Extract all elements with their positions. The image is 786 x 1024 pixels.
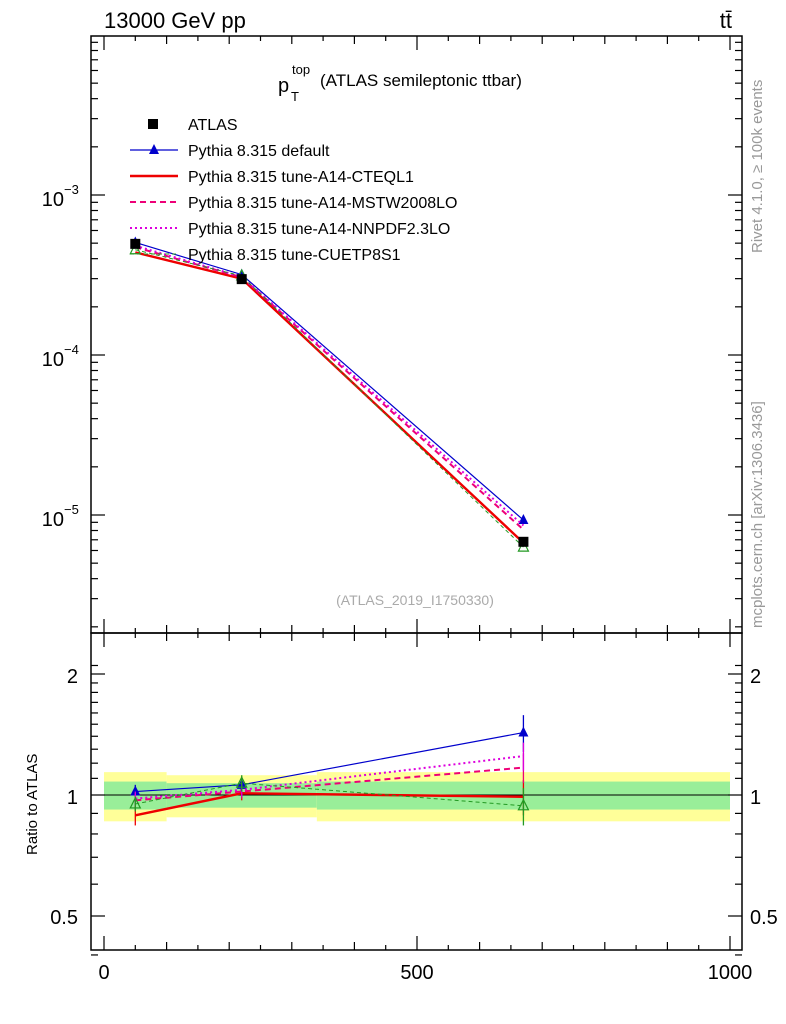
legend-label-0: Pythia 8.315 default <box>188 143 330 160</box>
main-y-tick-label-1e-3: 10 −3 <box>42 182 79 211</box>
legend-label-1: Pythia 8.315 tune-A14-CTEQL1 <box>188 169 414 186</box>
ratio-tick-label-0-5: 0.5 <box>50 907 78 929</box>
x-tick-label-500: 500 <box>400 962 433 984</box>
energy-label: 13000 GeV pp <box>104 8 246 33</box>
ratio-tick-label-1: 1 <box>67 787 78 809</box>
ratio-tick-label-0-5-right: 0.5 <box>750 907 778 929</box>
ratio-marker-0-2 <box>518 726 529 737</box>
rivet-label: Rivet 4.1.0, ≥ 100k events <box>749 80 766 253</box>
svg-text:T: T <box>291 89 299 104</box>
ratio-tick-label-2: 2 <box>67 666 78 688</box>
legend-label-atlas: ATLAS <box>188 117 238 134</box>
ratio-marker-0-0 <box>130 785 141 796</box>
axis-ticks <box>91 36 742 956</box>
legend-label-4: Pythia 8.315 tune-CUETP8S1 <box>188 247 401 264</box>
main-series <box>129 236 530 552</box>
ratio-tick-label-1-right: 1 <box>750 787 761 809</box>
svg-text:10: 10 <box>42 509 64 531</box>
main-line-1 <box>135 251 525 544</box>
data-point-0 <box>130 238 141 249</box>
legend-marker-atlas <box>148 119 158 129</box>
legend-label-2: Pythia 8.315 tune-A14-MSTW2008LO <box>188 195 457 212</box>
svg-text:10: 10 <box>42 349 64 371</box>
x-tick-label-1000: 1000 <box>708 962 753 984</box>
svg-text:top: top <box>292 62 310 77</box>
mcplots-label: mcplots.cern.ch [arXiv:1306.3436] <box>749 401 766 628</box>
main-y-tick-label-1e-4: 10 −4 <box>42 342 79 371</box>
main-y-tick-label-1e-5: 10 −5 <box>42 502 79 531</box>
svg-text:(ATLAS semileptonic ttbar): (ATLAS semileptonic ttbar) <box>320 71 522 90</box>
legend: ATLAS Pythia 8.315 default Pythia 8.315 tu… <box>130 117 457 264</box>
svg-text:p: p <box>278 75 289 97</box>
main-line-3 <box>135 244 525 527</box>
chart-title: p top T (ATLAS semileptonic ttbar) <box>278 62 522 104</box>
ratio-marker-4-1 <box>235 775 248 788</box>
legend-label-3: Pythia 8.315 tune-A14-NNPDF2.3LO <box>188 221 450 238</box>
process-label: tt̄ <box>720 8 732 33</box>
ratio-y-axis-label: Ratio to ATLAS <box>24 754 41 855</box>
main-marker-0-2 <box>518 514 529 525</box>
svg-text:10: 10 <box>42 189 64 211</box>
main-line-4 <box>135 249 524 548</box>
data-point-1 <box>236 274 247 285</box>
analysis-id-label: (ATLAS_2019_I1750330) <box>336 592 494 608</box>
data-point-2 <box>518 536 529 547</box>
ratio-marker-4-0 <box>129 796 142 809</box>
ratio-tick-label-2-right: 2 <box>750 666 761 688</box>
legend-marker-0 <box>149 144 159 154</box>
svg-text:−4: −4 <box>64 342 79 357</box>
svg-text:−3: −3 <box>64 182 79 197</box>
svg-text:−5: −5 <box>64 502 79 517</box>
x-tick-label-0: 0 <box>98 962 109 984</box>
ratio-series <box>129 715 530 826</box>
ratio-marker-4-2 <box>517 798 530 811</box>
